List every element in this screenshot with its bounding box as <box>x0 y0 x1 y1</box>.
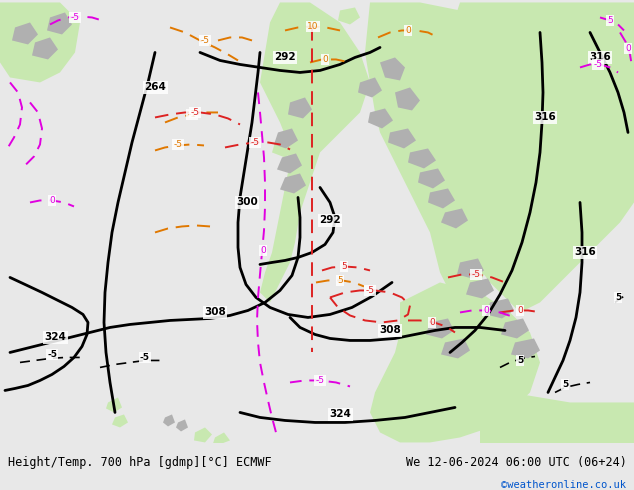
Text: -5: -5 <box>472 270 481 279</box>
Text: 5: 5 <box>562 380 568 389</box>
Polygon shape <box>338 7 360 24</box>
Polygon shape <box>388 128 416 148</box>
Text: 264: 264 <box>144 82 166 93</box>
Polygon shape <box>466 278 494 298</box>
Text: -5: -5 <box>190 108 200 117</box>
Polygon shape <box>395 87 420 110</box>
Text: 5: 5 <box>341 262 347 271</box>
Text: 316: 316 <box>589 52 611 62</box>
Text: 0: 0 <box>483 306 489 315</box>
Text: 0: 0 <box>625 44 631 53</box>
Text: -5: -5 <box>174 140 183 149</box>
Polygon shape <box>194 427 212 442</box>
Text: 0: 0 <box>260 246 266 255</box>
Text: -5: -5 <box>200 36 209 45</box>
Text: 10: 10 <box>307 22 319 31</box>
Text: 0: 0 <box>405 26 411 35</box>
Polygon shape <box>441 208 468 228</box>
Polygon shape <box>486 298 514 318</box>
Text: We 12-06-2024 06:00 UTC (06+24): We 12-06-2024 06:00 UTC (06+24) <box>406 456 626 469</box>
Text: -5: -5 <box>365 286 375 295</box>
Polygon shape <box>106 397 122 413</box>
Text: 0: 0 <box>322 55 328 64</box>
Polygon shape <box>501 318 529 339</box>
Polygon shape <box>428 189 455 208</box>
Polygon shape <box>272 138 295 157</box>
Polygon shape <box>457 258 484 278</box>
Polygon shape <box>440 2 634 313</box>
Text: 5: 5 <box>607 16 613 25</box>
Polygon shape <box>112 415 128 427</box>
Polygon shape <box>380 57 405 80</box>
Text: 5: 5 <box>615 293 621 302</box>
Polygon shape <box>176 419 188 432</box>
Polygon shape <box>295 93 320 118</box>
Text: ©weatheronline.co.uk: ©weatheronline.co.uk <box>501 480 626 490</box>
Polygon shape <box>441 339 470 359</box>
Polygon shape <box>365 2 570 313</box>
Polygon shape <box>426 318 454 339</box>
Text: -5: -5 <box>70 13 79 22</box>
Polygon shape <box>378 27 400 48</box>
Polygon shape <box>288 98 312 119</box>
Polygon shape <box>408 148 436 169</box>
Text: -5: -5 <box>140 353 150 362</box>
Polygon shape <box>358 77 382 98</box>
Text: 5: 5 <box>337 276 343 285</box>
Text: Height/Temp. 700 hPa [gdmp][°C] ECMWF: Height/Temp. 700 hPa [gdmp][°C] ECMWF <box>8 456 271 469</box>
Polygon shape <box>213 433 230 443</box>
Polygon shape <box>280 173 306 194</box>
Text: -5: -5 <box>47 350 57 359</box>
Polygon shape <box>277 153 302 173</box>
Polygon shape <box>370 282 540 442</box>
Polygon shape <box>32 37 58 59</box>
Text: -5: -5 <box>250 138 259 147</box>
Text: -1: -1 <box>188 110 197 119</box>
Polygon shape <box>12 23 38 45</box>
Text: 0: 0 <box>429 318 435 327</box>
Polygon shape <box>163 415 175 426</box>
Polygon shape <box>418 169 445 189</box>
Polygon shape <box>480 392 634 443</box>
Text: 324: 324 <box>329 410 351 419</box>
Text: -5: -5 <box>316 376 325 385</box>
Polygon shape <box>368 108 393 128</box>
Text: 292: 292 <box>274 52 296 62</box>
Text: 300: 300 <box>236 197 258 207</box>
Polygon shape <box>47 12 72 34</box>
Text: 308: 308 <box>204 307 226 318</box>
Polygon shape <box>274 128 298 148</box>
Text: 308: 308 <box>379 325 401 336</box>
Text: 5: 5 <box>517 356 523 365</box>
Polygon shape <box>0 2 80 82</box>
Text: -5: -5 <box>593 60 602 69</box>
Polygon shape <box>511 339 540 359</box>
Text: 324: 324 <box>44 332 66 343</box>
Text: 316: 316 <box>534 112 556 122</box>
Text: 316: 316 <box>574 247 596 257</box>
Text: 292: 292 <box>319 216 341 225</box>
Text: 0: 0 <box>49 196 55 205</box>
Polygon shape <box>260 2 370 302</box>
Text: 0: 0 <box>517 306 523 315</box>
